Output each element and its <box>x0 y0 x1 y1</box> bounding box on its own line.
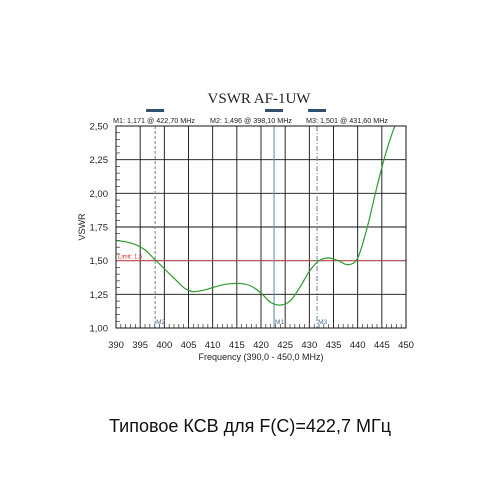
caption: Типовое КСВ для F(C)=422,7 МГц <box>108 416 392 436</box>
x-tick-label: 410 <box>205 340 221 351</box>
x-tick-label: 435 <box>326 340 342 351</box>
x-tick-label: 450 <box>398 340 414 351</box>
y-tick-label: 2,25 <box>90 155 109 166</box>
chart-title: VSWR AF-1UW <box>208 91 312 107</box>
chart-grid <box>116 126 406 328</box>
plot-frame <box>115 125 407 329</box>
marker-tag-m2: M2 <box>156 319 165 326</box>
limit-layer: Limit: 1,5 <box>116 255 406 262</box>
y-tick-label: 1,50 <box>90 256 109 267</box>
marker-info-m2: M2: 1,496 @ 398,10 MHz <box>210 116 292 125</box>
x-tick-label: 405 <box>181 340 197 351</box>
marker-tag-m1: M1 <box>275 319 284 326</box>
series-line-0 <box>116 126 396 306</box>
y-tick-label: 1,75 <box>90 223 109 234</box>
marker-info-row: M1: 1,171 @ 422,70 MHz M2: 1,496 @ 398,1… <box>113 116 388 125</box>
y-tick-label: 2,00 <box>90 189 109 200</box>
x-tick-label: 425 <box>277 340 293 351</box>
x-axis-label: Frequency (390,0 - 450,0 MHz) <box>198 352 323 362</box>
y-axis-ticks: 1,00 1,25 1,50 1,75 2,00 2,25 2,50 <box>90 122 109 335</box>
x-tick-label: 420 <box>253 340 269 351</box>
minor-ticks <box>116 132 402 328</box>
series-layer <box>116 126 396 306</box>
marker-tag-m3: M3 <box>318 319 327 326</box>
marker-info-m1: M1: 1,171 @ 422,70 MHz <box>113 116 195 125</box>
y-tick-label: 1,00 <box>90 324 109 335</box>
x-axis-ticks: 390 395 400 405 410 415 420 425 430 435 440 445 450 <box>108 340 414 351</box>
marker-bar-m1 <box>265 109 284 112</box>
y-tick-label: 2,50 <box>90 122 109 133</box>
x-tick-label: 440 <box>350 340 366 351</box>
marker-layer: M2 M1 M3 <box>154 126 327 328</box>
x-tick-label: 400 <box>156 340 172 351</box>
y-tick-label: 1,25 <box>90 290 109 301</box>
x-tick-label: 445 <box>374 340 390 351</box>
marker-bar-m2 <box>146 109 165 112</box>
marker-info-m3: M3: 1,501 @ 431,60 MHz <box>306 116 388 125</box>
x-tick-label: 390 <box>108 340 124 351</box>
marker-bar-m3 <box>308 109 327 112</box>
x-tick-label: 395 <box>132 340 148 351</box>
y-axis-label: VSWR <box>77 213 87 241</box>
x-tick-label: 415 <box>229 340 245 351</box>
x-tick-label: 430 <box>301 340 317 351</box>
marker-bars <box>146 109 327 112</box>
limit-label: Limit: 1,5 <box>118 255 143 261</box>
